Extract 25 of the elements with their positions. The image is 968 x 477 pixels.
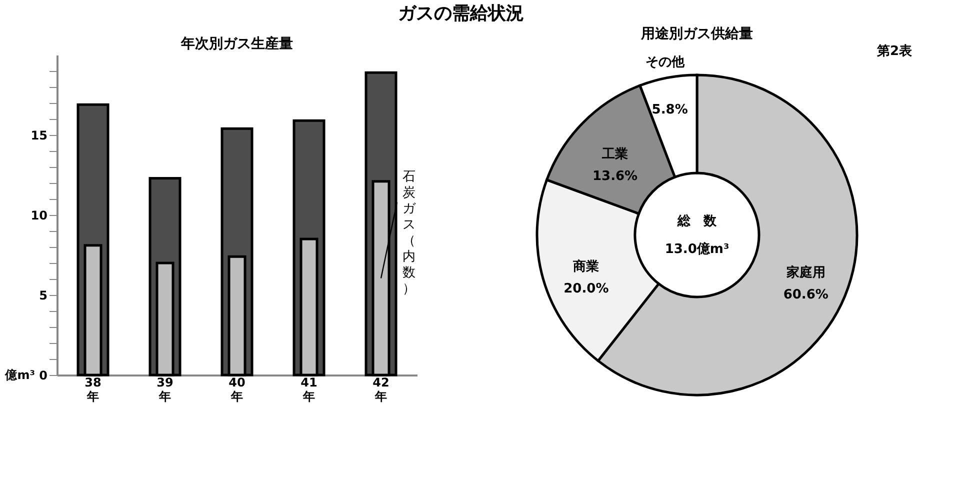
chart-title: 年次別ガス生産量 bbox=[180, 35, 293, 52]
chart-title: 用途別ガス供給量 bbox=[640, 26, 753, 42]
y-tick-label: 5 bbox=[39, 288, 48, 302]
series-label: 石炭ガス（内数） bbox=[402, 170, 416, 297]
text: 13.0億m³ bbox=[664, 241, 730, 257]
data-label: 13.6% bbox=[592, 169, 638, 184]
slice-label: 商業 bbox=[572, 258, 600, 274]
slice-label: 家庭用 bbox=[785, 264, 826, 281]
x-tick-label: 42年 bbox=[372, 376, 390, 404]
data-label: 5.8% bbox=[652, 102, 688, 118]
x-tick-label: 40年 bbox=[228, 376, 246, 404]
y-axis-title: 億m³ bbox=[4, 368, 35, 382]
x-tick-label: 39年 bbox=[156, 376, 174, 404]
text: 第2表 bbox=[876, 44, 913, 59]
y-tick-label: 15 bbox=[30, 128, 48, 142]
slice-label: その他 bbox=[646, 54, 686, 70]
x-tick-label: 38年 bbox=[84, 376, 102, 404]
y-tick-label: 0 bbox=[39, 368, 48, 382]
text: ガスの需給状況 bbox=[398, 3, 524, 24]
y-tick-label: 10 bbox=[30, 208, 48, 222]
slice-label: 工業 bbox=[601, 147, 628, 162]
text: 総 数 bbox=[676, 214, 718, 229]
data-label: 20.0% bbox=[564, 281, 609, 296]
x-tick-label: 41年 bbox=[300, 376, 318, 404]
data-label: 60.6% bbox=[783, 288, 828, 303]
